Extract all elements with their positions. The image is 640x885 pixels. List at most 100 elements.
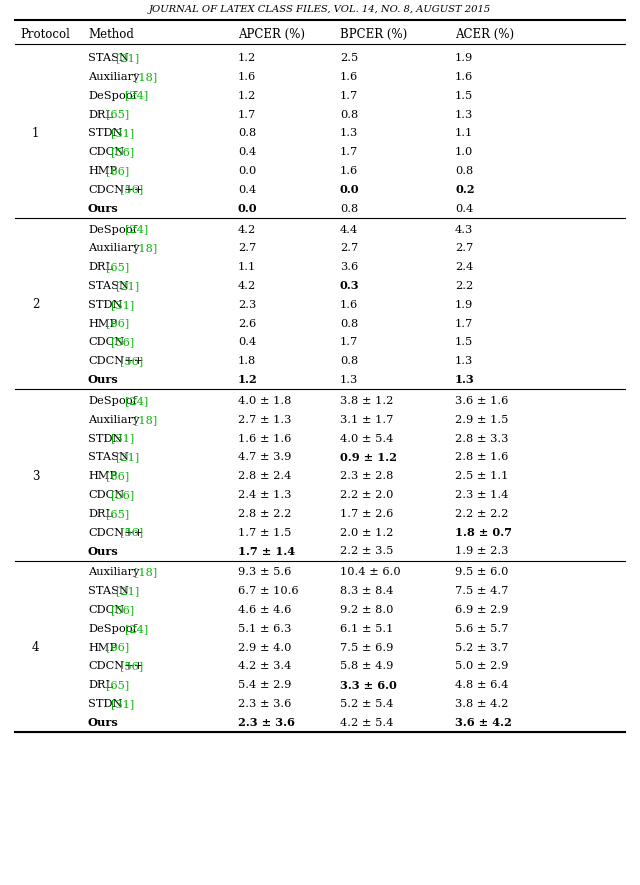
Text: 0.3: 0.3 xyxy=(340,281,360,291)
Text: 1.6: 1.6 xyxy=(455,72,473,82)
Text: STASN: STASN xyxy=(88,53,129,63)
Text: 6.1 ± 5.1: 6.1 ± 5.1 xyxy=(340,624,394,634)
Text: 1.1: 1.1 xyxy=(238,262,256,273)
Text: DRL: DRL xyxy=(88,509,113,519)
Text: Ours: Ours xyxy=(88,718,119,728)
Text: 1.7 ± 2.6: 1.7 ± 2.6 xyxy=(340,509,394,519)
Text: 5.2 ± 3.7: 5.2 ± 3.7 xyxy=(455,643,508,652)
Text: 2.4 ± 1.3: 2.4 ± 1.3 xyxy=(238,490,291,500)
Text: 2: 2 xyxy=(32,298,40,312)
Text: APCER (%): APCER (%) xyxy=(238,27,305,41)
Text: 5.4 ± 2.9: 5.4 ± 2.9 xyxy=(238,681,291,690)
Text: 2.3 ± 1.4: 2.3 ± 1.4 xyxy=(455,490,508,500)
Text: [66]: [66] xyxy=(106,319,130,328)
Text: ACER (%): ACER (%) xyxy=(455,27,514,41)
Text: [21]: [21] xyxy=(116,452,139,462)
Text: 1.7: 1.7 xyxy=(238,110,256,119)
Text: 2.3 ± 3.6: 2.3 ± 3.6 xyxy=(238,699,291,709)
Text: 4.2 ± 5.4: 4.2 ± 5.4 xyxy=(340,718,394,727)
Text: [56]: [56] xyxy=(120,661,143,672)
Text: 6.9 ± 2.9: 6.9 ± 2.9 xyxy=(455,605,508,615)
Text: 3.8 ± 4.2: 3.8 ± 4.2 xyxy=(455,699,508,709)
Text: 4: 4 xyxy=(32,641,40,654)
Text: 0.8: 0.8 xyxy=(340,110,358,119)
Text: STASN: STASN xyxy=(88,586,129,596)
Text: 4.8 ± 6.4: 4.8 ± 6.4 xyxy=(455,681,508,690)
Text: 3.6: 3.6 xyxy=(340,262,358,273)
Text: 1.7: 1.7 xyxy=(340,337,358,347)
Text: [24]: [24] xyxy=(125,396,148,406)
Text: 0.9 ± 1.2: 0.9 ± 1.2 xyxy=(340,452,397,463)
Text: 1.7: 1.7 xyxy=(340,147,358,158)
Text: 0.8: 0.8 xyxy=(340,319,358,328)
Text: 1.9: 1.9 xyxy=(455,53,473,63)
Text: 1.6: 1.6 xyxy=(238,72,256,82)
Text: 4.0 ± 1.8: 4.0 ± 1.8 xyxy=(238,396,291,406)
Text: [65]: [65] xyxy=(106,681,130,690)
Text: 0.4: 0.4 xyxy=(238,147,256,158)
Text: 4.4: 4.4 xyxy=(340,225,358,235)
Text: 4.2: 4.2 xyxy=(238,281,256,291)
Text: DeSpoof: DeSpoof xyxy=(88,225,137,235)
Text: 3.1 ± 1.7: 3.1 ± 1.7 xyxy=(340,415,394,425)
Text: 1.1: 1.1 xyxy=(455,128,473,138)
Text: 4.3: 4.3 xyxy=(455,225,473,235)
Text: 1.7: 1.7 xyxy=(455,319,473,328)
Text: 0.0: 0.0 xyxy=(340,184,360,196)
Text: [18]: [18] xyxy=(134,567,157,578)
Text: 2.8 ± 1.6: 2.8 ± 1.6 xyxy=(455,452,508,462)
Text: 2.9 ± 4.0: 2.9 ± 4.0 xyxy=(238,643,291,652)
Text: 9.5 ± 6.0: 9.5 ± 6.0 xyxy=(455,567,508,578)
Text: DRL: DRL xyxy=(88,110,113,119)
Text: 2.7 ± 1.3: 2.7 ± 1.3 xyxy=(238,415,291,425)
Text: [21]: [21] xyxy=(116,281,139,291)
Text: 4.2: 4.2 xyxy=(238,225,256,235)
Text: Method: Method xyxy=(88,27,134,41)
Text: DRL: DRL xyxy=(88,262,113,273)
Text: JOURNAL OF LATEX CLASS FILES, VOL. 14, NO. 8, AUGUST 2015: JOURNAL OF LATEX CLASS FILES, VOL. 14, N… xyxy=(149,4,491,13)
Text: BPCER (%): BPCER (%) xyxy=(340,27,407,41)
Text: [56]: [56] xyxy=(120,185,143,195)
Text: [31]: [31] xyxy=(111,128,134,138)
Text: HMP: HMP xyxy=(88,643,117,652)
Text: 1.2: 1.2 xyxy=(238,374,258,386)
Text: CDCN++: CDCN++ xyxy=(88,661,143,672)
Text: 1.5: 1.5 xyxy=(455,90,473,101)
Text: 0.8: 0.8 xyxy=(340,356,358,366)
Text: STDN: STDN xyxy=(88,300,122,310)
Text: Ours: Ours xyxy=(88,546,119,557)
Text: 2.3: 2.3 xyxy=(238,300,256,310)
Text: 2.6: 2.6 xyxy=(238,319,256,328)
Text: 6.7 ± 10.6: 6.7 ± 10.6 xyxy=(238,586,299,596)
Text: 1.7 ± 1.5: 1.7 ± 1.5 xyxy=(238,527,291,537)
Text: 0.2: 0.2 xyxy=(455,184,475,196)
Text: 9.2 ± 8.0: 9.2 ± 8.0 xyxy=(340,605,394,615)
Text: 5.1 ± 6.3: 5.1 ± 6.3 xyxy=(238,624,291,634)
Text: 1.6 ± 1.6: 1.6 ± 1.6 xyxy=(238,434,291,443)
Text: 3.6 ± 4.2: 3.6 ± 4.2 xyxy=(455,718,512,728)
Text: CDCN++: CDCN++ xyxy=(88,527,143,537)
Text: [24]: [24] xyxy=(125,225,148,235)
Text: 5.0 ± 2.9: 5.0 ± 2.9 xyxy=(455,661,508,672)
Text: 1.3: 1.3 xyxy=(340,375,358,385)
Text: 3.8 ± 1.2: 3.8 ± 1.2 xyxy=(340,396,394,406)
Text: 2.8 ± 2.2: 2.8 ± 2.2 xyxy=(238,509,291,519)
Text: 0.4: 0.4 xyxy=(238,185,256,195)
Text: 2.7: 2.7 xyxy=(340,243,358,253)
Text: 8.3 ± 8.4: 8.3 ± 8.4 xyxy=(340,586,394,596)
Text: [56]: [56] xyxy=(111,490,134,500)
Text: 9.3 ± 5.6: 9.3 ± 5.6 xyxy=(238,567,291,578)
Text: CDCN: CDCN xyxy=(88,490,124,500)
Text: 7.5 ± 4.7: 7.5 ± 4.7 xyxy=(455,586,508,596)
Text: DeSpoof: DeSpoof xyxy=(88,624,137,634)
Text: [24]: [24] xyxy=(125,624,148,634)
Text: 2.7: 2.7 xyxy=(238,243,256,253)
Text: 1.5: 1.5 xyxy=(455,337,473,347)
Text: 2.2 ± 3.5: 2.2 ± 3.5 xyxy=(340,546,394,557)
Text: CDCN: CDCN xyxy=(88,337,124,347)
Text: 4.2 ± 3.4: 4.2 ± 3.4 xyxy=(238,661,291,672)
Text: CDCN: CDCN xyxy=(88,605,124,615)
Text: Protocol: Protocol xyxy=(20,27,70,41)
Text: [21]: [21] xyxy=(116,586,139,596)
Text: 1: 1 xyxy=(32,127,40,140)
